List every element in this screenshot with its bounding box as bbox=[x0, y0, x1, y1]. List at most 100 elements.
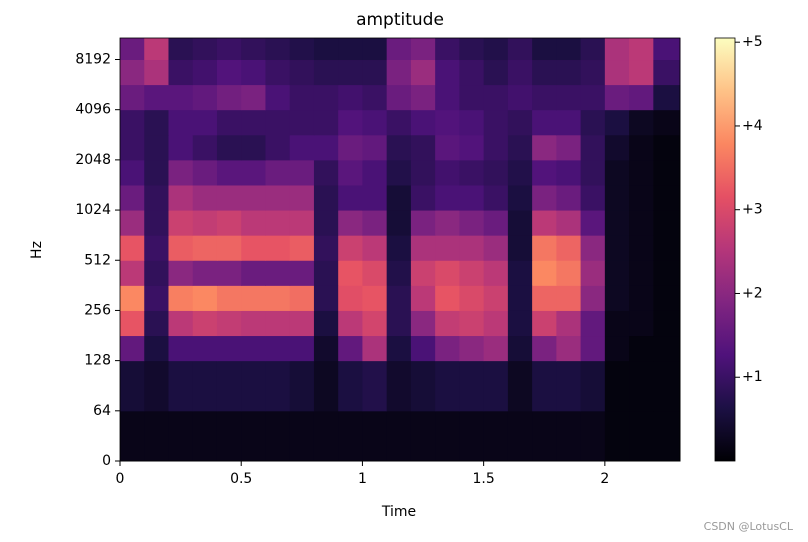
heatmap-cell bbox=[265, 260, 291, 286]
heatmap-cell bbox=[556, 109, 582, 136]
heatmap-cell bbox=[532, 38, 557, 61]
heatmap-cell bbox=[653, 59, 681, 86]
heatmap-cell bbox=[507, 235, 533, 261]
heatmap-cell bbox=[144, 335, 169, 362]
heatmap-cell bbox=[313, 310, 339, 337]
heatmap-cell bbox=[216, 84, 242, 111]
heatmap-cell bbox=[241, 410, 266, 462]
heatmap-cell bbox=[265, 285, 291, 311]
heatmap-cell bbox=[410, 38, 436, 61]
heatmap-cell bbox=[192, 310, 218, 337]
heatmap-cell bbox=[532, 335, 557, 362]
heatmap-cell bbox=[580, 310, 606, 337]
heatmap-cell bbox=[241, 38, 266, 61]
x-tick-label: 1.5 bbox=[473, 471, 495, 487]
heatmap-cell bbox=[144, 310, 169, 337]
heatmap-cell bbox=[507, 38, 533, 61]
heatmap-cell bbox=[241, 84, 266, 111]
heatmap-cell bbox=[580, 134, 606, 161]
heatmap-cell bbox=[629, 59, 654, 86]
heatmap-cell bbox=[265, 335, 291, 362]
heatmap-cell bbox=[144, 84, 169, 111]
heatmap-cell bbox=[483, 109, 509, 136]
heatmap-cell bbox=[168, 335, 194, 362]
heatmap-cell bbox=[313, 109, 339, 136]
heatmap-cell bbox=[629, 159, 654, 186]
heatmap-cell bbox=[120, 235, 145, 261]
heatmap-cell bbox=[532, 134, 557, 161]
heatmap-cell bbox=[410, 285, 436, 311]
heatmap-cell bbox=[507, 84, 533, 111]
heatmap-cell bbox=[289, 360, 315, 412]
colorbar-tick-label: +2 bbox=[742, 285, 763, 301]
heatmap-cell bbox=[556, 285, 582, 311]
heatmap-cell bbox=[192, 285, 218, 311]
heatmap-cell bbox=[386, 84, 412, 111]
heatmap-cell bbox=[241, 210, 266, 236]
heatmap-cell bbox=[120, 285, 145, 311]
heatmap-cell bbox=[410, 109, 436, 136]
heatmap-cell bbox=[410, 410, 436, 462]
heatmap-cell bbox=[120, 159, 145, 186]
heatmap-cell bbox=[483, 360, 509, 412]
heatmap-cell bbox=[120, 310, 145, 337]
heatmap-cell bbox=[459, 38, 485, 61]
heatmap-cell bbox=[410, 360, 436, 412]
heatmap-cell bbox=[192, 210, 218, 236]
heatmap-cell bbox=[168, 260, 194, 286]
heatmap-cell bbox=[192, 38, 218, 61]
heatmap-cell bbox=[120, 184, 145, 211]
heatmap-cell bbox=[410, 335, 436, 362]
heatmap-cell bbox=[483, 285, 509, 311]
heatmap-cell bbox=[556, 84, 582, 111]
heatmap-cell bbox=[556, 360, 582, 412]
heatmap-cell bbox=[362, 335, 388, 362]
heatmap-cell bbox=[556, 335, 582, 362]
heatmap-cell bbox=[507, 159, 533, 186]
heatmap-cell bbox=[313, 84, 339, 111]
heatmap-cell bbox=[265, 410, 291, 462]
heatmap-cell bbox=[532, 109, 557, 136]
heatmap-cell bbox=[241, 134, 266, 161]
heatmap-cell bbox=[386, 109, 412, 136]
colorbar-tick-label: +5 bbox=[742, 34, 763, 50]
heatmap-cell bbox=[192, 184, 218, 211]
heatmap-cell bbox=[120, 260, 145, 286]
heatmap-cell bbox=[653, 335, 681, 362]
heatmap-cell bbox=[265, 159, 291, 186]
heatmap-cell bbox=[556, 310, 582, 337]
heatmap-cell bbox=[338, 84, 363, 111]
heatmap-cell bbox=[313, 335, 339, 362]
heatmap-cell bbox=[265, 235, 291, 261]
heatmap-cell bbox=[144, 38, 169, 61]
heatmap-cell bbox=[241, 184, 266, 211]
heatmap-cell bbox=[629, 360, 654, 412]
heatmap-cell bbox=[168, 84, 194, 111]
heatmap-cell bbox=[410, 184, 436, 211]
heatmap-cell bbox=[289, 310, 315, 337]
x-axis-label: Time bbox=[381, 504, 416, 520]
heatmap-cell bbox=[435, 360, 460, 412]
heatmap-cell bbox=[629, 84, 654, 111]
heatmap-cell bbox=[629, 109, 654, 136]
heatmap-cell bbox=[629, 235, 654, 261]
heatmap-cell bbox=[556, 38, 582, 61]
heatmap-cell bbox=[483, 410, 509, 462]
heatmap-cell bbox=[507, 360, 533, 412]
heatmap-cell bbox=[653, 38, 681, 61]
y-tick-label: 128 bbox=[84, 353, 111, 369]
heatmap-cell bbox=[604, 84, 630, 111]
heatmap-cell bbox=[313, 260, 339, 286]
heatmap-cell bbox=[265, 109, 291, 136]
x-tick-label: 1 bbox=[358, 471, 367, 487]
heatmap-cell bbox=[120, 410, 145, 462]
heatmap-cell bbox=[556, 59, 582, 86]
heatmap-cell bbox=[532, 410, 557, 462]
heatmap-cell bbox=[483, 159, 509, 186]
heatmap-cell bbox=[120, 134, 145, 161]
colorbar-tick-label: +1 bbox=[742, 369, 763, 385]
colorbar bbox=[714, 37, 736, 462]
heatmap-cell bbox=[120, 59, 145, 86]
heatmap-cell bbox=[362, 134, 388, 161]
